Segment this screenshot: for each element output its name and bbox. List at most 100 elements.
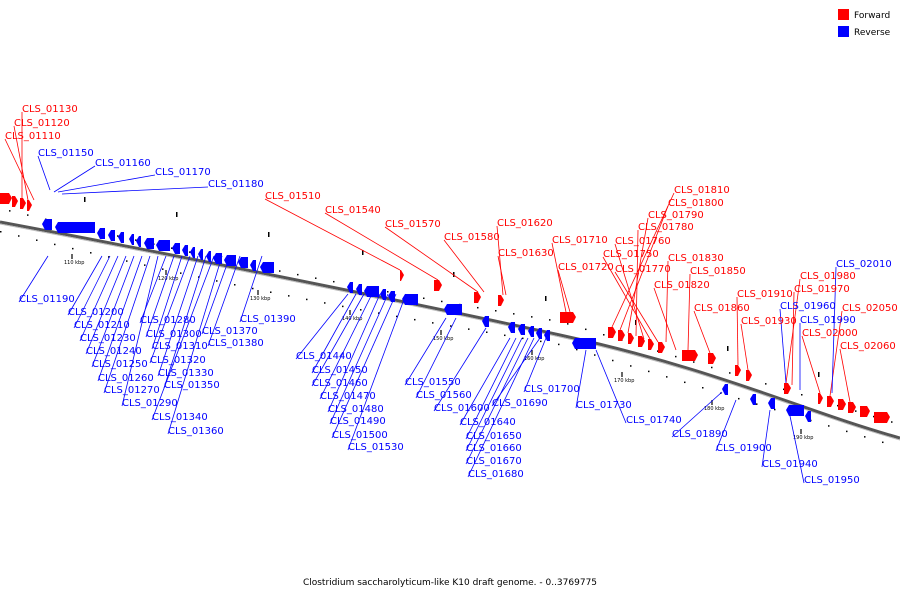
leader-line [801, 335, 821, 394]
reverse-gene-label: CLS_01230 [80, 333, 136, 344]
forward-gene-label: CLS_01750 [603, 249, 659, 260]
leader-line [151, 255, 183, 350]
reverse-gene [536, 328, 542, 339]
minor-dot [279, 270, 281, 272]
minor-dot [36, 239, 38, 241]
leader-line [384, 226, 479, 293]
reverse-gene-label: CLS_01680 [468, 469, 524, 480]
minor-dot [540, 340, 542, 343]
leader-line [145, 255, 175, 338]
minor-dot [333, 280, 335, 283]
reverse-gene [156, 240, 170, 251]
minor-dot [684, 381, 686, 384]
reverse-gene-label: CLS_01550 [405, 377, 461, 388]
leader-line [443, 239, 485, 293]
forward-gene-label: CLS_01120 [14, 118, 70, 129]
minor-dot [783, 388, 785, 391]
minor-dot [126, 260, 128, 262]
reverse-gene [136, 236, 141, 247]
forward-gene [560, 312, 576, 323]
reverse-gene-label: CLS_01890 [672, 429, 728, 440]
minor-dot [630, 365, 632, 367]
leader-line [715, 399, 737, 452]
reverse-gene-label: CLS_01160 [95, 158, 151, 169]
forward-gene-label: CLS_01790 [648, 210, 704, 221]
leader-line [73, 255, 111, 329]
forward-gene [784, 383, 791, 394]
minor-dot [108, 256, 110, 258]
tick-label: 160 kbp [524, 356, 544, 362]
minor-dot [180, 272, 182, 274]
leader-line [201, 255, 231, 335]
reverse-gene-label: CLS_01480 [328, 404, 384, 415]
leader-line [91, 255, 135, 368]
leader-line [311, 293, 357, 374]
reverse-gene-label: CLS_02010 [836, 259, 892, 270]
reverse-gene-label: CLS_01320 [150, 355, 206, 366]
reverse-gene-label: CLS_01690 [492, 398, 548, 409]
forward-gene [608, 327, 616, 338]
reverse-gene-label: CLS_01960 [780, 301, 836, 312]
leader-line [627, 217, 649, 334]
tick-label: 180 kbp [704, 406, 724, 412]
minor-dot [252, 287, 254, 290]
reverse-gene [482, 316, 489, 327]
minor-dot [216, 280, 218, 282]
minor-dot [648, 370, 650, 373]
minor-dot [234, 284, 236, 286]
tick-label: 150 kbp [433, 336, 453, 342]
minor-dot [693, 361, 695, 363]
gene-labels: CLS_01130CLS_01120CLS_01110CLS_01510CLS_… [5, 104, 898, 486]
forward-gene [474, 292, 481, 303]
leader-line [57, 174, 156, 193]
reverse-gene-label: CLS_01900 [716, 443, 772, 454]
minor-dot [504, 334, 506, 337]
minor-dot [414, 318, 416, 321]
reverse-gene-label: CLS_01670 [466, 456, 522, 467]
reverse-gene-label: CLS_01380 [208, 338, 264, 349]
reverse-gene-label: CLS_01310 [152, 341, 208, 352]
minor-dot [864, 436, 866, 438]
minor-dot [306, 298, 308, 301]
major-tick [635, 320, 637, 325]
minor-dot [297, 273, 299, 276]
forward-gene [848, 402, 856, 413]
leader-line [693, 310, 711, 354]
reverse-gene-label: CLS_01360 [168, 426, 224, 437]
forward-gene-label: CLS_01770 [615, 264, 671, 275]
reverse-gene-label: CLS_01390 [240, 314, 296, 325]
legend-reverse-swatch [838, 26, 849, 37]
reverse-gene-label: CLS_01190 [19, 294, 75, 305]
forward-gene [12, 196, 18, 207]
reverse-gene [518, 324, 525, 335]
minor-dot [531, 316, 533, 318]
leader-line [465, 337, 523, 452]
tick-label: 170 kbp [614, 378, 634, 384]
minor-dot [612, 359, 614, 362]
forward-gene [0, 193, 12, 204]
minor-dot [441, 300, 443, 303]
leader-line [653, 287, 677, 351]
forward-gene [618, 330, 625, 341]
forward-gene [628, 333, 634, 344]
forward-gene-label: CLS_02000 [802, 328, 858, 339]
forward-gene [434, 280, 442, 291]
reverse-gene-label: CLS_01150 [38, 148, 94, 159]
leader-line [575, 349, 587, 409]
minor-dot [270, 291, 272, 293]
minor-dot [873, 415, 875, 418]
leader-line [207, 255, 241, 347]
reverse-gene [172, 243, 180, 254]
backbone-line [0, 220, 900, 440]
forward-gene [818, 393, 823, 404]
leader-line [239, 255, 263, 323]
reverse-gene-label: CLS_01600 [434, 403, 490, 414]
forward-gene [20, 198, 26, 209]
reverse-gene-label: CLS_01530 [348, 442, 404, 453]
minor-dot [486, 331, 488, 333]
minor-dot [54, 243, 56, 246]
reverse-gene [250, 260, 256, 271]
reverse-gene-label: CLS_01740 [626, 415, 682, 426]
reverse-gene [356, 284, 362, 295]
genome-caption: Clostridium saccharolyticum-like K10 dra… [302, 578, 598, 588]
